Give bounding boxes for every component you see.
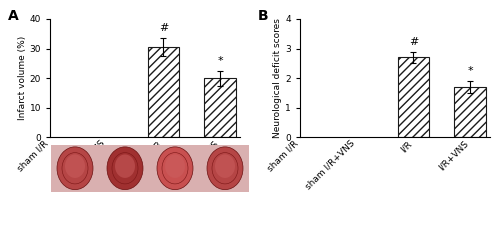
Text: *: *: [467, 66, 473, 77]
Text: #: #: [158, 23, 168, 33]
Ellipse shape: [165, 155, 185, 178]
Y-axis label: Infarct volume (%): Infarct volume (%): [18, 36, 26, 120]
Text: #: #: [408, 37, 418, 47]
Ellipse shape: [115, 155, 135, 178]
Bar: [398, 58, 429, 137]
Bar: [454, 87, 486, 137]
Ellipse shape: [65, 155, 85, 178]
Text: *: *: [217, 56, 223, 66]
Ellipse shape: [107, 147, 143, 190]
Ellipse shape: [157, 147, 193, 190]
Ellipse shape: [207, 147, 243, 190]
Bar: [148, 47, 179, 137]
Ellipse shape: [215, 155, 235, 178]
Text: B: B: [258, 9, 269, 23]
Text: A: A: [8, 9, 19, 23]
Bar: [204, 78, 236, 137]
Ellipse shape: [57, 147, 93, 190]
Y-axis label: Neurological deficit scores: Neurological deficit scores: [274, 18, 282, 138]
